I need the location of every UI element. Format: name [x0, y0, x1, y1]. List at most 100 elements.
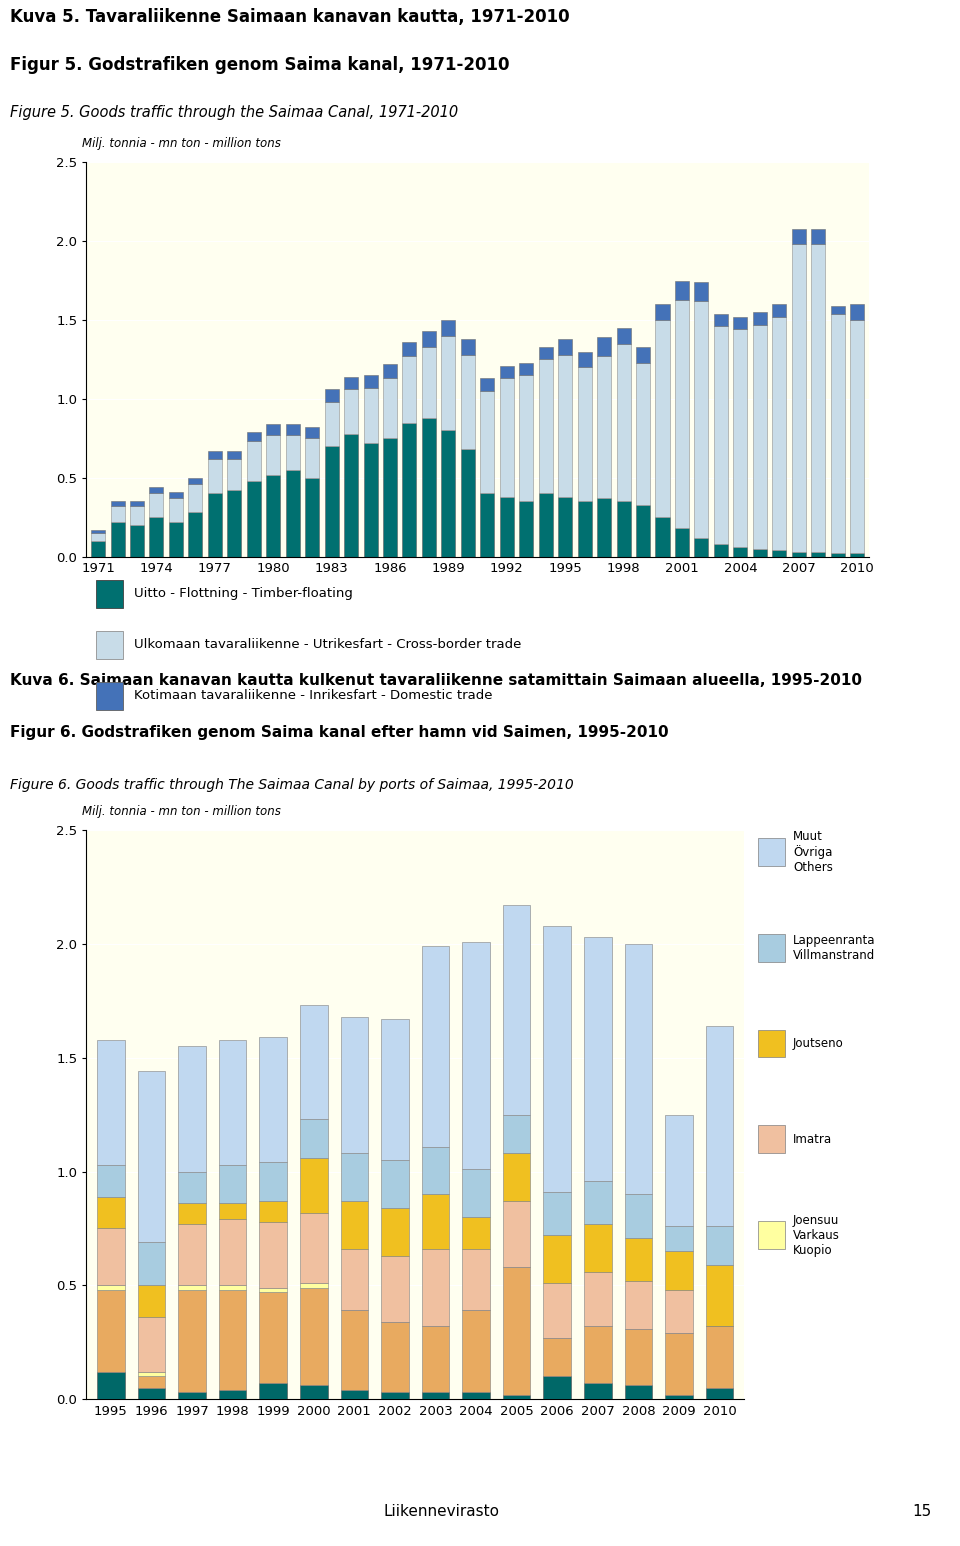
Bar [97, 1229, 125, 1285]
Bar [616, 343, 631, 501]
Bar [305, 427, 319, 438]
Bar [463, 1169, 490, 1217]
Text: Uitto - Flottning - Timber-floating: Uitto - Flottning - Timber-floating [134, 587, 353, 600]
Bar [97, 1039, 125, 1164]
Bar [625, 1328, 652, 1385]
Bar [442, 430, 455, 557]
Bar [442, 335, 455, 430]
Bar [219, 1390, 247, 1399]
Bar [543, 1235, 571, 1283]
Bar [179, 1224, 205, 1285]
Bar [130, 526, 144, 557]
Bar [305, 478, 319, 557]
Bar [219, 1289, 247, 1390]
Text: Kotimaan tavaraliikenne - Inrikesfart - Domestic trade: Kotimaan tavaraliikenne - Inrikesfart - … [134, 690, 492, 702]
Bar [675, 529, 689, 557]
Bar [300, 1212, 327, 1283]
Text: Kuva 6. Saimaan kanavan kautta kulkenut tavaraliikenne satamittain Saimaan aluee: Kuva 6. Saimaan kanavan kautta kulkenut … [10, 673, 862, 688]
Bar [208, 493, 222, 557]
Bar [851, 553, 864, 557]
Bar [421, 1249, 449, 1326]
Bar [772, 550, 786, 557]
Bar [137, 1285, 165, 1317]
Bar [772, 317, 786, 550]
Bar [578, 351, 591, 368]
Bar [179, 1172, 205, 1203]
Bar [851, 305, 864, 320]
Bar [463, 1311, 490, 1393]
Bar [584, 1326, 612, 1384]
Bar [706, 1226, 733, 1265]
Bar [665, 1251, 693, 1289]
Bar [714, 326, 728, 544]
Bar [421, 1147, 449, 1195]
Bar [169, 492, 183, 498]
Bar [706, 1027, 733, 1226]
Bar [461, 450, 475, 557]
Bar [665, 1226, 693, 1251]
Bar [97, 1285, 125, 1289]
Bar [792, 244, 805, 552]
Bar [584, 937, 612, 1181]
Bar [422, 346, 436, 417]
Bar [91, 530, 105, 533]
Bar [706, 1326, 733, 1388]
Bar [753, 312, 767, 325]
Bar [324, 390, 339, 402]
Text: Figur 5. Godstrafiken genom Saima kanal, 1971-2010: Figur 5. Godstrafiken genom Saima kanal,… [10, 56, 509, 74]
Bar [341, 1311, 368, 1390]
Bar [150, 493, 163, 516]
Bar [543, 1337, 571, 1376]
Bar [578, 501, 591, 557]
Bar [402, 342, 417, 356]
Bar [558, 496, 572, 557]
Bar [247, 442, 261, 481]
Text: Lappeenranta
Villmanstrand: Lappeenranta Villmanstrand [793, 934, 876, 962]
Bar [341, 1390, 368, 1399]
Bar [97, 1371, 125, 1399]
Bar [324, 402, 339, 447]
Text: Figure 6. Goods traffic through The Saimaa Canal by ports of Saimaa, 1995-2010: Figure 6. Goods traffic through The Saim… [10, 778, 573, 792]
Bar [480, 391, 494, 493]
Bar [266, 434, 280, 475]
Bar [706, 1265, 733, 1326]
Bar [636, 504, 650, 557]
Bar [463, 942, 490, 1169]
Bar [558, 354, 572, 496]
Bar [461, 354, 475, 450]
Bar [381, 1207, 409, 1255]
Bar [830, 306, 845, 314]
Bar [300, 1005, 327, 1119]
Bar [137, 1241, 165, 1285]
Bar [266, 475, 280, 557]
Bar [811, 244, 826, 552]
Bar [714, 544, 728, 557]
Bar [137, 1317, 165, 1371]
Bar [616, 501, 631, 557]
Bar [543, 1192, 571, 1235]
Bar [286, 424, 300, 434]
Bar [208, 451, 222, 459]
Bar [208, 459, 222, 493]
Bar [503, 906, 531, 1115]
Bar [625, 1195, 652, 1237]
Bar [97, 1289, 125, 1371]
Bar [694, 283, 708, 301]
Bar [578, 368, 591, 501]
Bar [422, 331, 436, 346]
Bar [381, 1322, 409, 1393]
Text: Imatra: Imatra [793, 1133, 832, 1146]
Bar [219, 1220, 247, 1285]
Bar [259, 1037, 287, 1163]
Bar [480, 379, 494, 391]
Bar [402, 422, 417, 557]
Bar [300, 1119, 327, 1158]
Bar [811, 229, 826, 244]
Bar [228, 490, 241, 557]
Bar [584, 1224, 612, 1272]
Bar [714, 314, 728, 326]
Bar [259, 1201, 287, 1221]
Bar [421, 946, 449, 1147]
Bar [792, 229, 805, 244]
Bar [341, 1201, 368, 1249]
